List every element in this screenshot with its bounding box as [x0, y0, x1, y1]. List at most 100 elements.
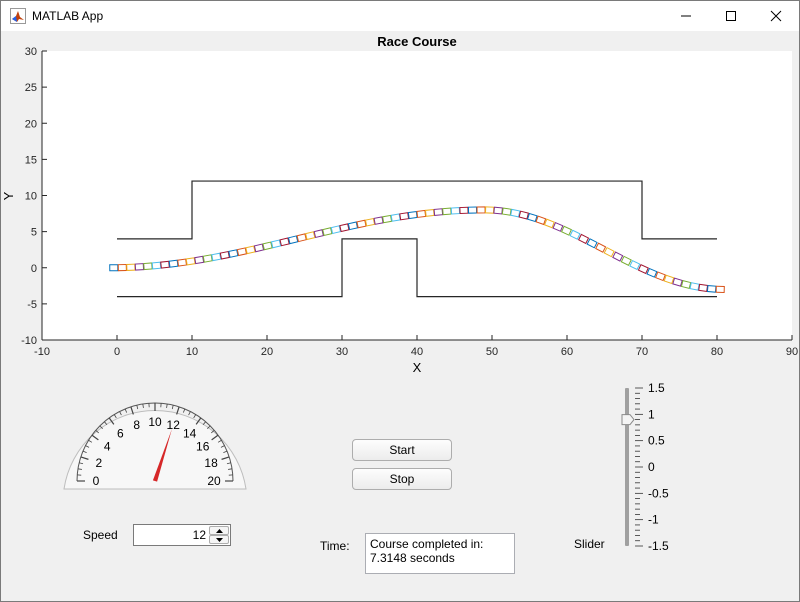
car-path-segment	[442, 207, 452, 216]
minimize-icon	[681, 15, 691, 17]
car-path-segment	[296, 233, 307, 243]
slider-track[interactable]	[625, 388, 629, 546]
car-path-segment	[637, 263, 649, 275]
y-tick-label: 15	[25, 154, 37, 166]
gauge-tick	[85, 445, 90, 448]
y-tick-label: 25	[25, 82, 37, 94]
x-tick-label: -10	[34, 346, 50, 358]
gauge-tick	[220, 445, 225, 448]
vertical-slider[interactable]: 1.5 1 0.5 0 -0.5 -1 -1.5	[613, 379, 673, 555]
gauge-tick	[79, 462, 84, 465]
gauge-label: 0	[93, 474, 100, 488]
gauge-tick	[217, 439, 222, 443]
speed-label: Speed	[83, 528, 118, 542]
gauge-tick	[207, 425, 211, 429]
x-tick-label: 70	[636, 346, 648, 358]
car-path-segment	[493, 206, 503, 215]
slider-ticks: 1.5 1 0.5 0 -0.5 -1 -1.5	[635, 381, 669, 553]
car-path-segment	[680, 280, 692, 289]
gauge-tick	[221, 456, 230, 460]
slider-label-tick: 1.5	[648, 381, 665, 395]
gauge-tick	[82, 450, 87, 454]
gauge-tick	[166, 403, 168, 408]
car-path-segment	[586, 238, 598, 249]
close-button[interactable]	[753, 1, 799, 31]
x-tick-label: 40	[411, 346, 423, 358]
gauge-needle	[152, 428, 172, 482]
gauge-tick	[195, 417, 202, 425]
car-path-segment	[560, 225, 573, 236]
stop-button[interactable]: Stop	[352, 468, 452, 490]
gauge-tick	[136, 405, 139, 410]
gauge-tick	[142, 403, 144, 408]
gauge-label: 8	[133, 418, 140, 432]
gauge-tick	[95, 430, 99, 434]
time-text-line-2: 7.3148 seconds	[370, 551, 455, 565]
car-path-segment	[459, 206, 469, 215]
y-tick-label: -5	[27, 299, 37, 311]
speed-decrement-button[interactable]	[209, 535, 229, 544]
gauge-label: 6	[117, 426, 124, 440]
y-tick-label: 20	[25, 118, 37, 130]
car-path-segment	[262, 241, 273, 251]
car-path-segment	[356, 219, 367, 229]
gauge-tick	[193, 414, 197, 419]
car-path-segment	[219, 250, 230, 260]
time-textarea[interactable]: Course completed in: 7.3148 seconds	[365, 533, 515, 574]
car-path-segment	[109, 264, 119, 272]
speed-spinner[interactable]: 12	[133, 524, 231, 546]
car-path-segment	[390, 213, 401, 222]
plot-title: Race Course	[377, 34, 456, 49]
x-axis-ticks: -10 0 10 20 30 40 50 60 70 80 90	[34, 335, 798, 358]
gauge-tick	[223, 450, 228, 454]
gauge-tick	[226, 462, 231, 465]
time-text-line-1: Course completed in:	[370, 537, 484, 551]
car-path-segment	[526, 212, 538, 223]
gauge-tick	[202, 421, 206, 425]
car-path-segment	[552, 221, 564, 232]
slider-thumb[interactable]	[621, 414, 635, 426]
x-tick-label: 80	[711, 346, 723, 358]
car-path-segment	[467, 206, 478, 214]
gauge-label: 16	[196, 439, 210, 453]
car-path-segment	[646, 267, 658, 278]
car-path-segment	[577, 233, 590, 245]
maximize-button[interactable]	[708, 1, 754, 31]
car-path-segment	[134, 263, 145, 271]
car-path-segment	[177, 258, 188, 267]
car-path-segment	[330, 225, 342, 235]
car-path-segment	[245, 245, 256, 255]
y-tick-label: 5	[31, 227, 37, 239]
y-tick-label: 10	[25, 191, 37, 203]
car-path-segment	[450, 207, 461, 215]
x-tick-label: 0	[114, 346, 120, 358]
x-tick-label: 90	[786, 346, 798, 358]
car-path-segment	[253, 243, 265, 253]
slider-label-tick: 0.5	[648, 434, 665, 448]
gauge-tick	[211, 430, 215, 434]
arrow-up-icon	[216, 529, 223, 533]
gauge-tick	[171, 405, 174, 410]
x-tick-label: 60	[561, 346, 573, 358]
race-course-axes: Race Course -10 0 10 20 30 40 50 60 70 80 90 -10-5…	[1, 34, 798, 375]
y-tick-label: -10	[21, 335, 37, 347]
speed-value[interactable]: 12	[192, 528, 206, 542]
car-path-segment	[543, 218, 555, 229]
matlab-icon	[10, 8, 26, 24]
car-path-segment	[672, 277, 683, 287]
car-path-segment	[347, 221, 359, 231]
car-path-segment	[698, 283, 709, 292]
gauge-tick	[130, 406, 134, 415]
minimize-button[interactable]	[663, 1, 709, 31]
car-path-segment	[510, 208, 521, 218]
car-path-segment	[484, 206, 495, 214]
gauge-tick	[228, 468, 233, 470]
speed-increment-button[interactable]	[209, 526, 229, 535]
start-button[interactable]: Start	[352, 439, 452, 461]
car-path-segment	[663, 274, 675, 285]
car-path-segment	[126, 263, 136, 271]
car-path-segment	[715, 285, 725, 293]
gauge-tick	[182, 408, 186, 413]
car-path	[109, 206, 725, 293]
